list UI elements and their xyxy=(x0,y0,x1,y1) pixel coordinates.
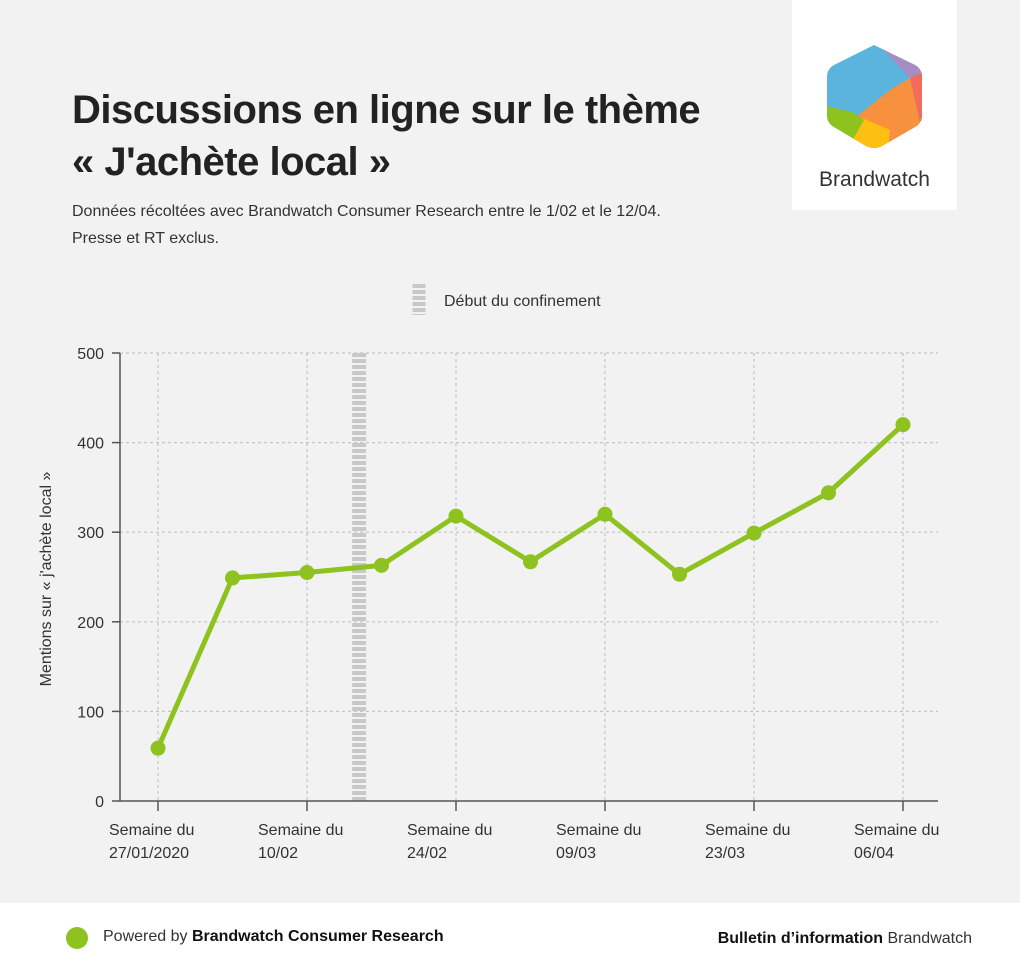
y-tick-label: 500 xyxy=(77,346,104,363)
y-tick-label: 0 xyxy=(95,794,104,811)
data-point xyxy=(374,557,389,573)
subtitle-line-1: Données récoltées avec Brandwatch Consum… xyxy=(72,203,661,220)
subtitle-line-2: Presse et RT exclus. xyxy=(72,230,220,247)
data-point xyxy=(746,525,762,541)
x-tick-label: Semaine du xyxy=(556,822,641,839)
footer-credit-brand: Brandwatch Consumer Research xyxy=(191,928,444,945)
lockdown-legend-label: Début du confinement xyxy=(444,293,601,310)
footer-credit-prefix: Powered by xyxy=(103,928,188,945)
data-point xyxy=(523,554,538,570)
x-tick-label: Semaine du xyxy=(109,822,194,839)
series-layer xyxy=(150,417,911,756)
y-tick-label: 300 xyxy=(77,525,104,542)
logo-segment-red xyxy=(910,68,922,148)
data-point xyxy=(299,565,315,581)
data-point xyxy=(448,508,464,524)
page-title: Discussions en ligne sur le thème « J'ac… xyxy=(72,84,772,188)
footer-newsletter: Bulletin d’information Brandwatch xyxy=(718,930,972,948)
data-point xyxy=(821,485,836,501)
hexagon-logo-icon xyxy=(827,45,922,148)
footer-newsletter-label: Bulletin d’information xyxy=(717,930,884,947)
x-tick-label: 10/02 xyxy=(258,845,298,862)
logo-wordmark: Brandwatch xyxy=(819,168,930,191)
line-chart: Début du confinement 0 100 200 300 400 500 Sem… xyxy=(38,284,939,862)
chart-panel: Discussions en ligne sur le thème « J'ac… xyxy=(0,0,1020,903)
x-tick-label: 23/03 xyxy=(705,845,745,862)
green-dot-icon xyxy=(66,927,88,949)
x-tick-label: Semaine du xyxy=(854,822,939,839)
y-tick-label: 100 xyxy=(77,704,104,721)
y-axis-title: Mentions sur « j'achète local » xyxy=(38,472,55,687)
x-tick-label: 24/02 xyxy=(407,845,447,862)
logo-segment-orange xyxy=(890,78,922,140)
subtitle: Données récoltées avec Brandwatch Consum… xyxy=(72,198,772,252)
x-tick-label: 06/04 xyxy=(854,845,894,862)
footer-credit: Powered by Brandwatch Consumer Research xyxy=(103,928,444,946)
data-point xyxy=(597,506,613,522)
x-tick-label: Semaine du xyxy=(407,822,492,839)
x-tick-label: Semaine du xyxy=(258,822,343,839)
axes: 0 100 200 300 400 500 Semaine du 27/01/2020 Sema… xyxy=(38,346,939,862)
data-point xyxy=(895,417,911,433)
x-tick-label: 09/03 xyxy=(556,845,596,862)
series-line xyxy=(155,422,906,751)
data-point xyxy=(150,740,166,756)
data-point xyxy=(672,566,687,582)
y-tick-label: 400 xyxy=(77,436,104,453)
y-tick-label: 200 xyxy=(77,615,104,632)
footer-newsletter-brand: Brandwatch xyxy=(887,930,973,947)
title-line-1: Discussions en ligne sur le thème xyxy=(72,88,701,132)
x-tick-label: Semaine du xyxy=(705,822,790,839)
x-tick-label: 27/01/2020 xyxy=(109,845,189,862)
footer: Powered by Brandwatch Consumer Research … xyxy=(0,903,1020,975)
data-point xyxy=(225,570,240,586)
title-line-2: « J'achète local » xyxy=(72,140,391,184)
brand-logo: Brandwatch xyxy=(792,0,957,210)
annotation-layer: Début du confinement xyxy=(352,284,601,801)
